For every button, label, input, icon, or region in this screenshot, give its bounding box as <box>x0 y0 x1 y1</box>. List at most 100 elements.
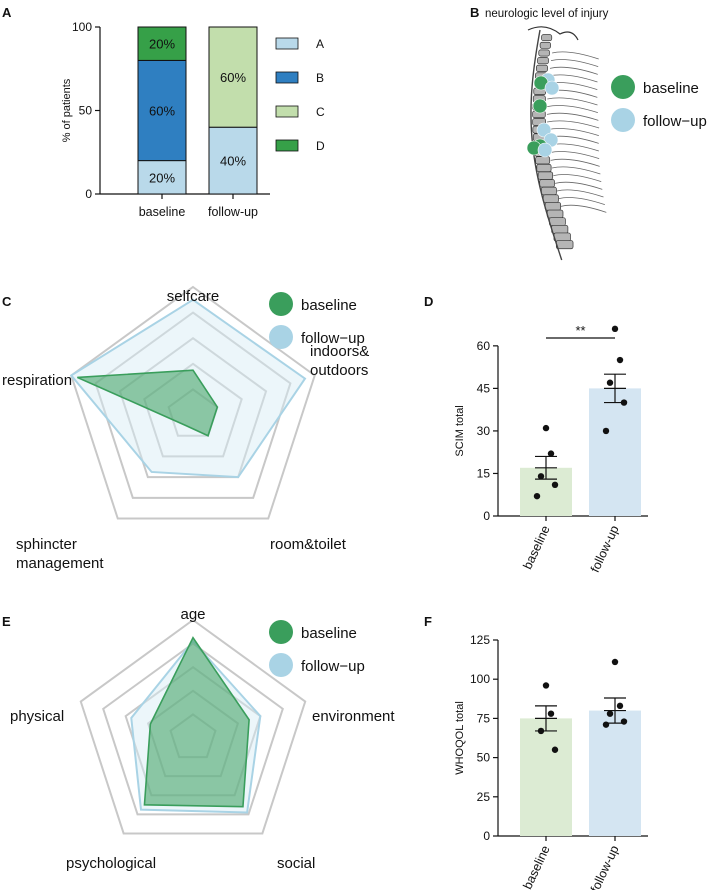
vertebra <box>537 171 554 180</box>
y-tick-label: 125 <box>470 633 490 647</box>
legend-label: follow−up <box>643 113 707 130</box>
radar-axis-label: management <box>16 555 104 572</box>
panel-label-e: E <box>2 614 11 629</box>
data-point <box>551 746 559 753</box>
rib-line <box>547 120 600 129</box>
data-label: 20% <box>149 37 175 52</box>
rib-line <box>548 74 598 83</box>
injury-level-marker <box>532 98 548 114</box>
data-point <box>616 356 624 364</box>
data-label: 40% <box>220 154 246 169</box>
legend-label: baseline <box>301 297 357 314</box>
radar-axis-label: outdoors <box>310 362 368 379</box>
y-tick-label: 75 <box>477 711 491 725</box>
vertebra <box>541 186 557 196</box>
legend-label: A <box>316 37 324 51</box>
y-axis-label: SCIM total <box>454 405 466 456</box>
rib-line <box>553 174 602 183</box>
radar-series-polygon <box>77 369 219 437</box>
spine-title: neurologic level of injury <box>485 8 609 20</box>
rib-line <box>554 181 603 190</box>
spine-illustration <box>526 26 607 261</box>
data-point <box>606 379 614 386</box>
radar-grid-ring <box>94 311 292 499</box>
data-point <box>547 450 555 457</box>
rib-line <box>547 97 598 106</box>
data-label: 20% <box>149 170 175 185</box>
legend-label: follow−up <box>301 330 365 347</box>
data-label: 60% <box>220 70 246 85</box>
vertebra <box>549 217 566 227</box>
radar-grid-ring <box>102 642 284 816</box>
significance-label: ** <box>575 323 585 338</box>
data-point <box>620 718 628 725</box>
panel-label-b: B <box>470 5 479 20</box>
vertebra <box>535 156 551 165</box>
x-tick-label: follow-up <box>588 523 622 574</box>
vertebra <box>536 163 552 173</box>
vertebra <box>539 41 551 49</box>
radar-axis-label: sphincter <box>16 536 77 553</box>
radar-axis-label: selfcare <box>167 288 220 305</box>
x-tick-label: follow-up <box>588 843 622 890</box>
rib-line <box>552 51 599 60</box>
radar-axis-label: room&toilet <box>270 536 347 553</box>
y-axis-label: WHOQOL total <box>454 701 466 775</box>
radar-axis-label: social <box>277 855 315 872</box>
x-tick-label: baseline <box>139 205 186 219</box>
radar-series-polygon <box>143 636 250 808</box>
vertebra <box>553 232 571 242</box>
data-point <box>606 710 614 717</box>
y-tick-label: 0 <box>483 509 490 523</box>
legend-swatch <box>275 139 299 152</box>
legend-swatch <box>275 105 299 118</box>
y-tick-label: 60 <box>477 339 491 353</box>
panel-label-d: D <box>424 294 433 309</box>
data-point <box>602 427 610 435</box>
bar-segment <box>137 160 187 195</box>
y-tick-label: 50 <box>477 751 491 765</box>
data-point <box>533 492 541 500</box>
rib-line <box>556 189 604 198</box>
data-point <box>542 424 550 432</box>
data-point <box>611 658 619 666</box>
y-tick-label: 100 <box>470 672 490 686</box>
injury-level-marker <box>537 142 553 158</box>
radar-axis-label: physical <box>10 708 64 725</box>
x-tick-label: follow-up <box>208 205 258 219</box>
vertebra <box>538 49 550 57</box>
bar <box>589 710 641 836</box>
radar-axis-label: indoors& <box>310 343 369 360</box>
legend-label: D <box>316 139 325 153</box>
injury-level-marker <box>536 122 552 138</box>
legend-swatch <box>275 71 299 84</box>
panel-b-spine-diagram: neurologic level of injury baseline follo… <box>485 8 707 261</box>
y-tick-label: 30 <box>477 424 491 438</box>
y-tick-label: 25 <box>477 790 491 804</box>
rib-line <box>550 59 599 68</box>
legend-label: baseline <box>643 80 699 97</box>
panel-a-stacked-bar-chart: 0 50 100 % of patients 20% 60% 20% baseline 40% 6… <box>61 20 325 219</box>
y-tick-label: 50 <box>79 104 93 118</box>
vertebra <box>539 179 555 188</box>
legend-label: B <box>316 71 324 85</box>
vertebra <box>536 64 548 72</box>
y-tick-label: 45 <box>477 381 491 395</box>
rib-line <box>546 105 598 114</box>
data-point <box>602 721 610 728</box>
vertebra <box>544 202 562 211</box>
legend-swatch <box>275 37 299 50</box>
legend-label: baseline <box>301 625 357 642</box>
y-axis-label: % of patients <box>61 78 73 142</box>
panel-f-bar-chart: 0 25 50 75 100 125 WHOQOL total baseline follow-… <box>454 633 648 890</box>
panel-d-bar-chart: 0 15 30 45 60 SCIM total baseline follow-up ** <box>454 323 648 575</box>
rib-line <box>550 158 600 167</box>
rib-line <box>546 112 599 121</box>
data-point <box>542 682 550 689</box>
rib-line <box>558 197 605 206</box>
radar-axis-label: environment <box>312 708 395 725</box>
panel-c-radar-chart: selfcare indoors&outdoors room&toilet sphin… <box>2 285 369 572</box>
y-tick-label: 0 <box>85 187 92 201</box>
injury-level-marker <box>544 80 560 96</box>
